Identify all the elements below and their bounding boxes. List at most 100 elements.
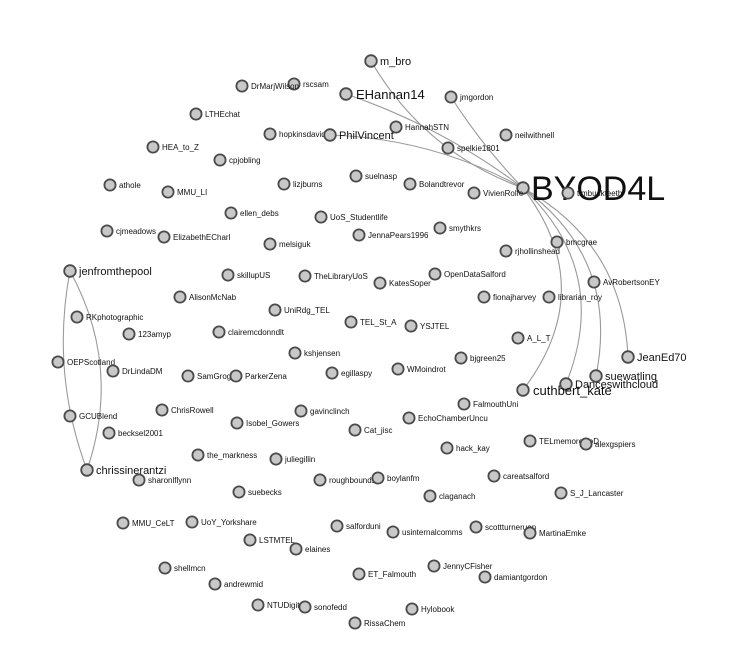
node-JennyCFisher[interactable]: JennyCFisher xyxy=(427,559,493,573)
node-suewatling[interactable]: suewatling xyxy=(589,369,657,383)
node-dot[interactable] xyxy=(263,127,277,141)
node-smythkrs[interactable]: smythkrs xyxy=(433,221,481,235)
node-dot[interactable] xyxy=(102,426,116,440)
node-NTUDigital[interactable]: NTUDigital xyxy=(251,598,306,612)
node-dot[interactable] xyxy=(478,570,492,584)
node-dot[interactable] xyxy=(404,319,418,333)
node-alexgspiers[interactable]: alexgspiers xyxy=(579,437,635,451)
node-dot[interactable] xyxy=(403,177,417,191)
node-dot[interactable] xyxy=(229,369,243,383)
node-dot[interactable] xyxy=(516,181,530,195)
node-TheLibraryUoS[interactable]: TheLibraryUoS xyxy=(298,269,368,283)
node-skillupUS[interactable]: skillupUS xyxy=(221,268,270,282)
node-cpjobling[interactable]: cpjobling xyxy=(213,153,261,167)
node-Cat_jisc[interactable]: Cat_jisc xyxy=(348,423,392,437)
node-jenfromthepool[interactable]: jenfromthepool xyxy=(63,264,152,278)
node-elaines[interactable]: elaines xyxy=(289,542,330,556)
node-WMoindrot[interactable]: WMoindrot xyxy=(391,362,446,376)
node-dot[interactable] xyxy=(389,120,403,134)
node-dot[interactable] xyxy=(454,351,468,365)
node-AlisonMcNab[interactable]: AlisonMcNab xyxy=(173,290,237,304)
node-dot[interactable] xyxy=(313,473,327,487)
node-shellmcn[interactable]: shellmcn xyxy=(158,561,206,575)
node-dot[interactable] xyxy=(364,54,378,68)
node-dot[interactable] xyxy=(213,153,227,167)
node-dot[interactable] xyxy=(80,463,94,477)
node-dot[interactable] xyxy=(232,485,246,499)
node-Hylobook[interactable]: Hylobook xyxy=(405,602,455,616)
node-dot[interactable] xyxy=(230,416,244,430)
node-dot[interactable] xyxy=(330,519,344,533)
node-VivienRolfe[interactable]: VivienRolfe xyxy=(467,186,524,200)
node-sharonlflynn[interactable]: sharonlflynn xyxy=(132,473,191,487)
node-cjmeadows[interactable]: cjmeadows xyxy=(100,224,156,238)
node-dot[interactable] xyxy=(161,185,175,199)
node-YSJTEL[interactable]: YSJTEL xyxy=(404,319,450,333)
node-Danceswithcloud[interactable]: Danceswithcloud xyxy=(559,377,658,391)
node-dot[interactable] xyxy=(559,377,573,391)
node-dot[interactable] xyxy=(542,290,556,304)
node-cuthbert_kate[interactable]: cuthbert_kate xyxy=(516,383,612,398)
node-dot[interactable] xyxy=(499,244,513,258)
node-dot[interactable] xyxy=(433,221,447,235)
node-dot[interactable] xyxy=(132,473,146,487)
node-dot[interactable] xyxy=(405,602,419,616)
node-GCUBlend[interactable]: GCUBlend xyxy=(63,409,117,423)
node-JeanEd70[interactable]: JeanEd70 xyxy=(621,350,687,364)
node-dot[interactable] xyxy=(511,331,525,345)
node-andrewmid[interactable]: andrewmid xyxy=(208,577,263,591)
node-dot[interactable] xyxy=(221,268,235,282)
node-claganach[interactable]: claganach xyxy=(423,489,475,503)
node-dot[interactable] xyxy=(208,577,222,591)
node-dot[interactable] xyxy=(561,186,575,200)
node-A_L_T[interactable]: A_L_T xyxy=(511,331,551,345)
node-dot[interactable] xyxy=(224,206,238,220)
node-RKphotographic[interactable]: RKphotographic xyxy=(70,310,143,324)
node-dot[interactable] xyxy=(268,303,282,317)
node-juliegillin[interactable]: juliegillin xyxy=(269,452,315,466)
node-hack_kay[interactable]: hack_kay xyxy=(440,441,490,455)
node-suebecks[interactable]: suebecks xyxy=(232,485,282,499)
node-dot[interactable] xyxy=(277,177,291,191)
node-dot[interactable] xyxy=(298,269,312,283)
node-egillaspy[interactable]: egillaspy xyxy=(325,366,372,380)
node-spelkie1801[interactable]: spelkie1801 xyxy=(441,141,500,155)
node-boylanfm[interactable]: boylanfm xyxy=(371,471,420,485)
node-dot[interactable] xyxy=(103,178,117,192)
node-dot[interactable] xyxy=(523,526,537,540)
node-DrMarjWilson[interactable]: DrMarjWilson xyxy=(235,79,299,93)
node-dot[interactable] xyxy=(428,267,442,281)
node-dot[interactable] xyxy=(325,366,339,380)
node-ChrisRowell[interactable]: ChrisRowell xyxy=(155,403,214,417)
node-ellen_debs[interactable]: ellen_debs xyxy=(224,206,279,220)
node-ET_Falmouth[interactable]: ET_Falmouth xyxy=(352,567,416,581)
node-dot[interactable] xyxy=(402,411,416,425)
node-dot[interactable] xyxy=(352,228,366,242)
node-ElizabethECharl[interactable]: ElizabethECharl xyxy=(157,230,231,244)
node-dot[interactable] xyxy=(298,600,312,614)
node-dot[interactable] xyxy=(440,441,454,455)
node-dot[interactable] xyxy=(269,452,283,466)
node-dot[interactable] xyxy=(181,369,195,383)
node-HEA_to_Z[interactable]: HEA_to_Z xyxy=(146,140,199,154)
node-BYOD4L[interactable]: BYOD4L xyxy=(516,170,665,208)
node-dot[interactable] xyxy=(516,383,530,397)
node-dot[interactable] xyxy=(441,141,455,155)
node-dot[interactable] xyxy=(352,567,366,581)
node-dot[interactable] xyxy=(289,542,303,556)
node-DrLindaDM[interactable]: DrLindaDM xyxy=(106,364,163,378)
node-dot[interactable] xyxy=(457,397,471,411)
node-dot[interactable] xyxy=(63,409,77,423)
node-dot[interactable] xyxy=(288,346,302,360)
node-dot[interactable] xyxy=(189,107,203,121)
node-UoS_Studentlife[interactable]: UoS_Studentlife xyxy=(314,210,388,224)
node-dot[interactable] xyxy=(589,369,603,383)
node-m_bro[interactable]: m_bro xyxy=(364,54,411,68)
node-dot[interactable] xyxy=(523,434,537,448)
node-hopkinsdavid[interactable]: hopkinsdavid xyxy=(263,127,326,141)
node-dot[interactable] xyxy=(106,364,120,378)
node-gavinclinch[interactable]: gavinclinch xyxy=(294,404,350,418)
node-EchoChamberUncu[interactable]: EchoChamberUncu xyxy=(402,411,488,425)
node-EHannan14[interactable]: EHannan14 xyxy=(339,87,425,102)
node-roughbounds[interactable]: roughbounds xyxy=(313,473,376,487)
